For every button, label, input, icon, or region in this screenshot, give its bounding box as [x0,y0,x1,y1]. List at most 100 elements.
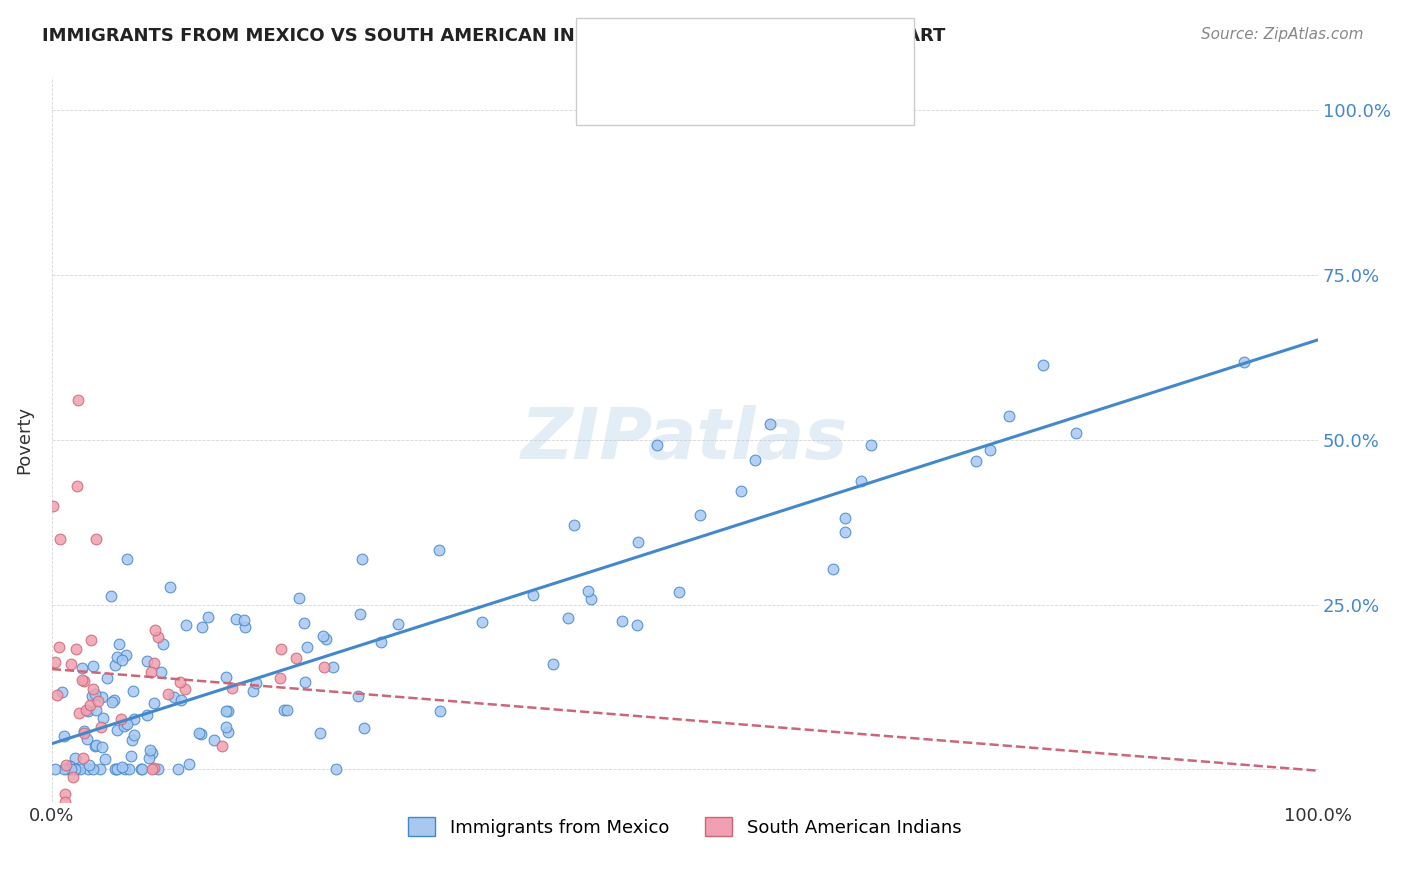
Point [108,637,131,651]
Point [191,620,214,634]
Point [150,665,173,679]
Point [315,632,337,646]
Point [152,637,174,651]
Point [269,671,291,685]
Point [242,684,264,698]
Point [217,704,239,718]
Point [429,704,451,718]
Point [156,687,179,701]
Point [276,703,298,717]
Point [188,726,211,740]
Point [311,629,333,643]
Point [90,721,112,735]
Point [79,632,101,647]
Point [77,758,100,772]
Point [67,706,90,721]
Point [225,612,247,626]
Point [53,795,76,809]
Point [744,452,766,467]
Point [834,510,856,524]
Point [979,443,1001,458]
Point [66,762,89,776]
Text: R =: R = [626,68,665,86]
Point [273,703,295,717]
Point [110,760,132,774]
Point [821,562,844,576]
Point [51,684,73,698]
Point [76,704,98,718]
Point [77,762,100,776]
Point [82,658,104,673]
Point [143,696,166,710]
Point [998,409,1021,423]
Point [63,762,86,776]
Text: 0.670: 0.670 [671,32,721,50]
Point [834,524,856,539]
Point [197,610,219,624]
Point [143,624,166,638]
Point [105,650,128,665]
Point [118,762,141,776]
Point [851,474,873,488]
Point [292,615,315,630]
Text: ZIPatlas: ZIPatlas [522,405,849,475]
Point [576,583,599,598]
Point [70,661,93,675]
Point [65,751,87,765]
Point [689,508,711,523]
Point [170,692,193,706]
Point [211,739,233,754]
Point [217,724,239,739]
Point [965,454,987,468]
Point [72,751,94,765]
Point [52,762,75,776]
Point [610,615,633,629]
Point [53,787,76,801]
Text: 131: 131 [792,32,825,50]
Point [82,762,104,776]
Point [146,630,169,644]
Point [44,762,66,776]
Point [94,752,117,766]
Y-axis label: Poverty: Poverty [15,406,32,474]
Point [159,580,181,594]
Point [562,517,585,532]
Point [141,746,163,760]
Text: 0.119: 0.119 [671,68,721,86]
Point [131,762,153,776]
Point [112,719,135,733]
Point [69,762,91,776]
Point [96,672,118,686]
Point [347,689,370,703]
Point [287,591,309,605]
Point [245,676,267,690]
Point [730,484,752,499]
Point [76,731,98,746]
Point [70,673,93,687]
Point [122,728,145,742]
Point [42,499,65,513]
Point [270,642,292,657]
Point [82,681,104,696]
Point [190,727,212,741]
Text: N =: N = [727,32,779,50]
Point [860,438,883,452]
Point [233,619,256,633]
Point [91,690,114,705]
Point [1064,425,1087,440]
Point [541,657,564,671]
Point [79,698,101,713]
Point [294,674,316,689]
Point [1032,358,1054,372]
Point [60,657,83,672]
Point [84,703,107,717]
Point [91,711,114,725]
Point [49,532,72,546]
Point [100,695,122,709]
Point [1233,355,1256,369]
Point [73,723,96,738]
Point [350,551,373,566]
Point [104,762,127,776]
Point [322,659,344,673]
Point [46,688,69,702]
